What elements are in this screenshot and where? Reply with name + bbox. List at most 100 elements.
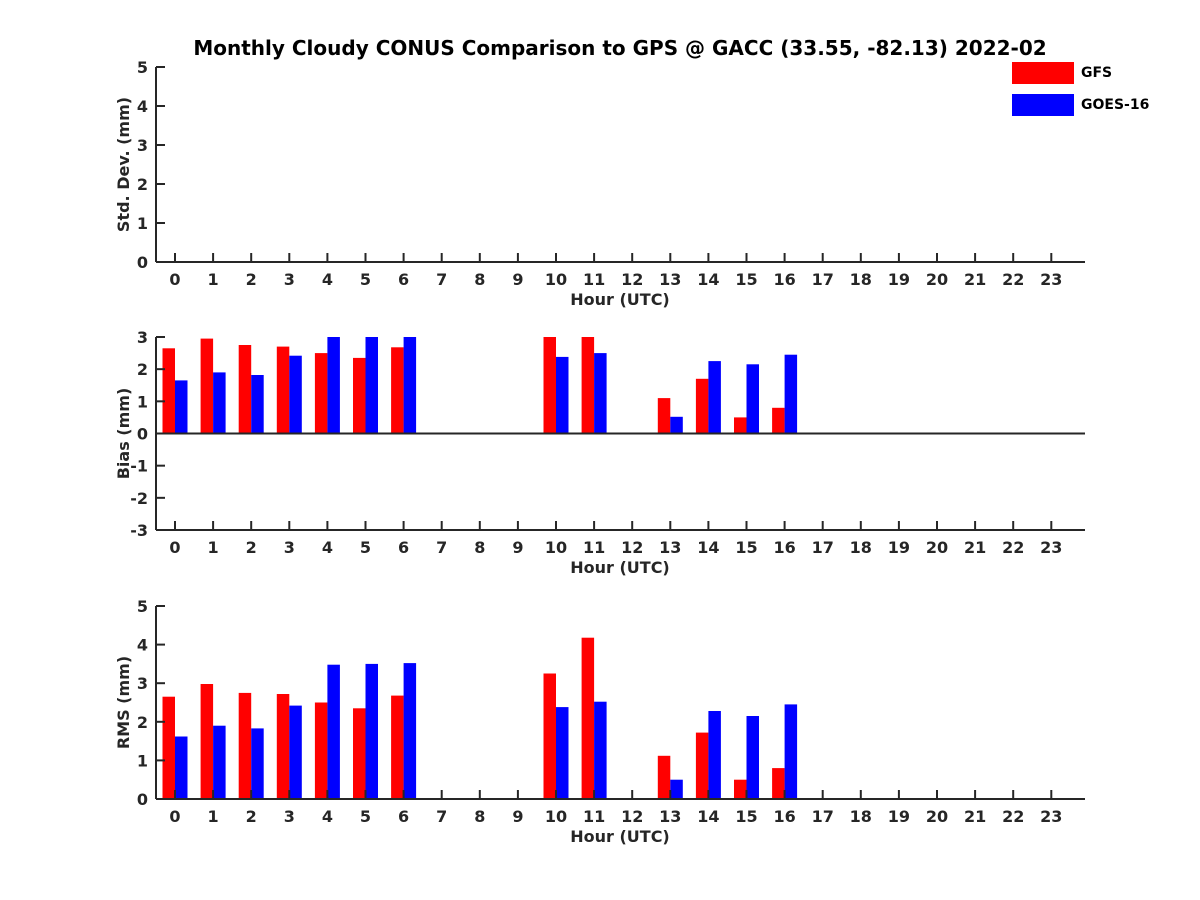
panel-3-bar-gfs-0 [162, 696, 175, 799]
panel-3-bar-goes16-10 [556, 707, 569, 799]
panel-2-bar-goes16-1 [213, 372, 226, 434]
panel-3-y-tick-label: 2 [137, 713, 148, 732]
panel-2-x-tick-label: 3 [284, 538, 295, 557]
panel-1-x-tick-label: 5 [360, 270, 371, 289]
panel-1-x-tick-label: 15 [735, 270, 757, 289]
panel-2-y-tick-label: 2 [137, 360, 148, 379]
legend-swatch-goes16 [1012, 94, 1074, 116]
panel-3-bar-gfs-1 [200, 684, 214, 799]
panel-2-x-tick-label: 17 [812, 538, 834, 557]
panel-2-y-tick-label: -1 [130, 457, 148, 476]
panel-1-x-tick-label: 6 [398, 270, 409, 289]
panel-3-x-tick-label: 7 [436, 807, 447, 826]
panel-2-bar-gfs-6 [391, 347, 404, 434]
panel-2-bar-gfs-15 [734, 417, 747, 434]
panel-1-x-tick-label: 21 [964, 270, 986, 289]
legend-item-gfs: GFS [1012, 62, 1172, 94]
panel-2-bar-gfs-13 [657, 398, 671, 434]
panel-3-bar-gfs-3 [276, 694, 290, 799]
panel-2-bar-goes16-6 [403, 337, 417, 434]
panel-2-y-tick-label: -2 [130, 489, 148, 508]
panel-3-y-tick-label: 4 [137, 636, 148, 655]
panel-2-x-tick-label: 0 [169, 538, 180, 557]
panel-1-y-tick-label: 2 [137, 175, 148, 194]
panel-3-bar-goes16-11 [594, 701, 607, 799]
chart-title: Monthly Cloudy CONUS Comparison to GPS @… [193, 36, 1047, 60]
panel-1-x-tick-label: 18 [850, 270, 872, 289]
panel-3-x-tick-label: 19 [888, 807, 910, 826]
panel-1-x-tick-label: 0 [169, 270, 180, 289]
panel-2-bar-gfs-1 [200, 338, 214, 434]
panel-3-bar-goes16-4 [327, 664, 340, 799]
panel-3-x-tick-label: 5 [360, 807, 371, 826]
panel-1-x-tick-label: 9 [512, 270, 523, 289]
panel-3-x-tick-label: 12 [621, 807, 643, 826]
panel-2-bar-goes16-10 [556, 356, 569, 434]
panel-1-y-axis-label: Std. Dev. (mm) [114, 97, 133, 232]
panel-3-x-tick-label: 15 [735, 807, 757, 826]
panel-1-y-tick-label: 4 [137, 97, 148, 116]
panel-3-x-axis-label: Hour (UTC) [570, 827, 670, 846]
panel-2-x-tick-label: 16 [773, 538, 795, 557]
panel-1-x-tick-label: 11 [583, 270, 605, 289]
panel-3-x-tick-label: 16 [773, 807, 795, 826]
panel-2-bar-gfs-16 [772, 407, 785, 434]
panel-1-x-tick-label: 7 [436, 270, 447, 289]
panel-2-bar-gfs-14 [695, 378, 709, 434]
panel-2-x-tick-label: 14 [697, 538, 719, 557]
legend-swatch-gfs [1012, 62, 1074, 84]
panel-3-bar-gfs-4 [314, 702, 328, 799]
panel-2-bar-goes16-5 [365, 337, 378, 434]
panel-3-x-tick-label: 14 [697, 807, 719, 826]
panel-2-x-tick-label: 1 [208, 538, 219, 557]
panel-2-y-tick-label: -3 [130, 521, 148, 540]
panel-2-bar-goes16-2 [251, 375, 264, 434]
panel-3-x-tick-label: 10 [545, 807, 567, 826]
panel-2-bar-goes16-11 [594, 353, 607, 434]
panel-3-y-axis-label: RMS (mm) [114, 656, 133, 749]
panel-2-x-axis-label: Hour (UTC) [570, 558, 670, 577]
panel-2-x-tick-label: 13 [659, 538, 681, 557]
legend-item-goes16: GOES-16 [1012, 94, 1172, 126]
panel-2-bar-goes16-14 [708, 361, 721, 434]
panel-3-bar-gfs-14 [695, 732, 709, 799]
panel-1-x-tick-label: 19 [888, 270, 910, 289]
panel-3-x-tick-label: 13 [659, 807, 681, 826]
panel-2-bar-gfs-3 [276, 346, 290, 434]
panel-1-x-tick-label: 22 [1002, 270, 1024, 289]
panel-2-y-tick-label: 1 [137, 392, 148, 411]
panel-3-bar-goes16-6 [403, 663, 417, 799]
panel-2-x-tick-label: 4 [322, 538, 333, 557]
panel-1-x-tick-label: 3 [284, 270, 295, 289]
panel-1-y-tick-label: 3 [137, 136, 148, 155]
panel-2-bar-goes16-16 [784, 354, 798, 434]
panel-3-bar-goes16-3 [289, 705, 302, 799]
panel-3-bar-gfs-15 [734, 779, 747, 799]
panel-1-x-tick-label: 16 [773, 270, 795, 289]
panel-1-x-tick-label: 14 [697, 270, 719, 289]
panel-2-bar-gfs-4 [314, 353, 328, 434]
panel-3-bar-goes16-13 [670, 779, 683, 799]
panel-2-x-tick-label: 7 [436, 538, 447, 557]
panel-2-x-tick-label: 21 [964, 538, 986, 557]
panel-1-x-axis-label: Hour (UTC) [570, 290, 670, 309]
panel-1-x-tick-label: 10 [545, 270, 567, 289]
panel-2-bar-gfs-11 [581, 337, 595, 434]
panel-2-bar-goes16-4 [327, 337, 340, 434]
panel-2-bar-goes16-3 [289, 355, 302, 434]
panel-2-y-axis-label: Bias (mm) [114, 388, 133, 480]
panel-3-bar-gfs-16 [772, 768, 785, 799]
panel-2-y-tick-label: 0 [137, 425, 148, 444]
panel-2-bar-goes16-15 [746, 364, 759, 434]
panel-1-y-tick-label: 5 [137, 58, 148, 77]
panel-3-bar-goes16-5 [365, 663, 378, 799]
panel-2-x-tick-label: 8 [474, 538, 485, 557]
panel-2-bar-gfs-0 [162, 348, 175, 434]
panel-2-x-tick-label: 22 [1002, 538, 1024, 557]
panel-3-bar-goes16-14 [708, 711, 721, 799]
panel-1-x-tick-label: 12 [621, 270, 643, 289]
panel-3-y-tick-label: 5 [137, 597, 148, 616]
panel-3-x-tick-label: 18 [850, 807, 872, 826]
panel-2-bar-gfs-10 [543, 337, 556, 434]
panel-1-x-tick-label: 13 [659, 270, 681, 289]
